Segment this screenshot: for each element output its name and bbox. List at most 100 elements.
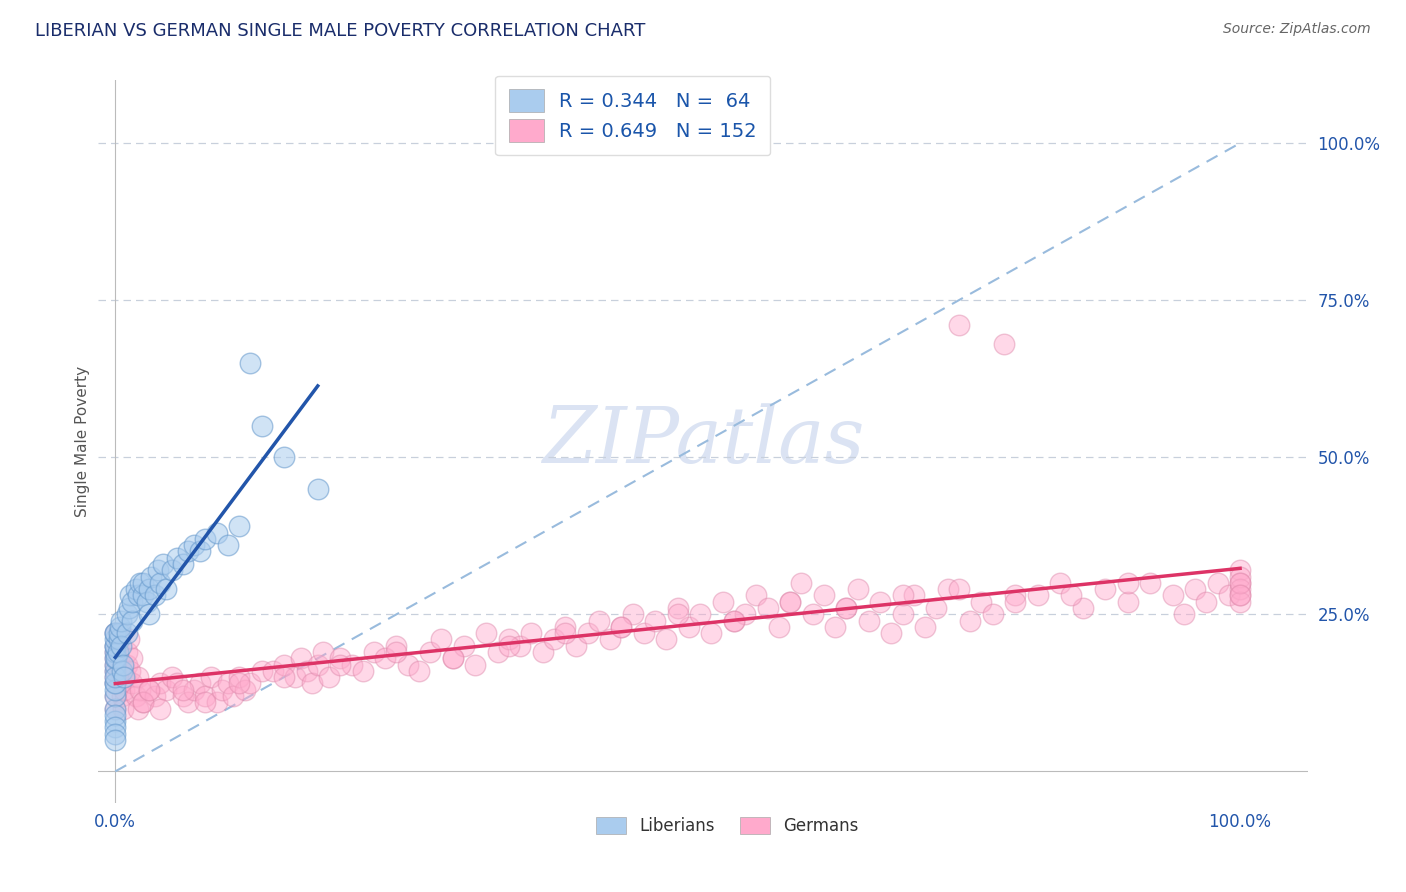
Point [194,695,217,709]
Point [104,657,127,672]
Point [104,676,127,690]
Point [160,670,183,684]
Point [633,626,655,640]
Point [104,670,127,684]
Point [509,639,531,653]
Point [127,589,149,603]
Point [565,639,588,653]
Point [166,550,188,565]
Point [666,607,689,622]
Point [779,595,801,609]
Point [1071,601,1094,615]
Point [734,607,756,622]
Point [790,575,813,590]
Point [307,482,329,496]
Point [129,682,152,697]
Point [115,607,138,622]
Point [104,689,127,703]
Point [903,589,925,603]
Point [104,645,127,659]
Point [104,714,127,728]
Point [295,664,318,678]
Point [273,657,295,672]
Point [329,657,352,672]
Point [112,670,135,684]
Point [408,664,430,678]
Point [250,664,273,678]
Point [554,626,576,640]
Point [112,701,135,715]
Point [108,664,131,678]
Point [756,601,779,615]
Text: LIBERIAN VS GERMAN SINGLE MALE POVERTY CORRELATION CHART: LIBERIAN VS GERMAN SINGLE MALE POVERTY C… [35,22,645,40]
Point [520,626,543,640]
Point [149,701,172,715]
Point [135,595,157,609]
Text: Source: ZipAtlas.com: Source: ZipAtlas.com [1223,22,1371,37]
Point [262,664,284,678]
Point [441,651,464,665]
Point [1218,589,1240,603]
Point [385,645,408,659]
Point [430,632,453,647]
Point [610,620,633,634]
Point [177,544,200,558]
Point [118,664,141,678]
Point [143,689,166,703]
Point [284,670,307,684]
Point [1229,569,1251,583]
Point [183,682,205,697]
Point [779,595,801,609]
Point [138,607,160,622]
Point [498,632,520,647]
Point [205,525,228,540]
Point [104,626,127,640]
Point [290,651,312,665]
Point [104,701,127,715]
Point [155,582,177,597]
Point [127,670,149,684]
Point [188,676,211,690]
Point [1139,575,1161,590]
Point [352,664,374,678]
Point [959,614,981,628]
Point [610,620,633,634]
Point [464,657,486,672]
Point [111,689,134,703]
Point [1229,582,1251,597]
Point [172,689,194,703]
Point [141,569,163,583]
Point [1229,589,1251,603]
Point [768,620,790,634]
Point [115,657,138,672]
Point [104,626,127,640]
Point [1173,607,1195,622]
Point [160,563,183,577]
Point [104,727,127,741]
Point [124,689,146,703]
Point [948,318,970,333]
Point [239,356,262,370]
Point [118,632,141,647]
Point [138,682,160,697]
Point [233,682,256,697]
Point [104,639,127,653]
Point [104,676,127,690]
Point [723,614,745,628]
Point [531,645,554,659]
Point [222,689,245,703]
Legend: Liberians, Germans: Liberians, Germans [589,810,865,841]
Point [104,626,127,640]
Point [217,538,239,552]
Point [374,651,396,665]
Point [132,695,155,709]
Point [312,645,335,659]
Point [105,651,128,665]
Point [655,632,678,647]
Point [1229,595,1251,609]
Point [149,676,172,690]
Point [486,645,509,659]
Point [363,645,385,659]
Point [554,620,576,634]
Point [107,626,129,640]
